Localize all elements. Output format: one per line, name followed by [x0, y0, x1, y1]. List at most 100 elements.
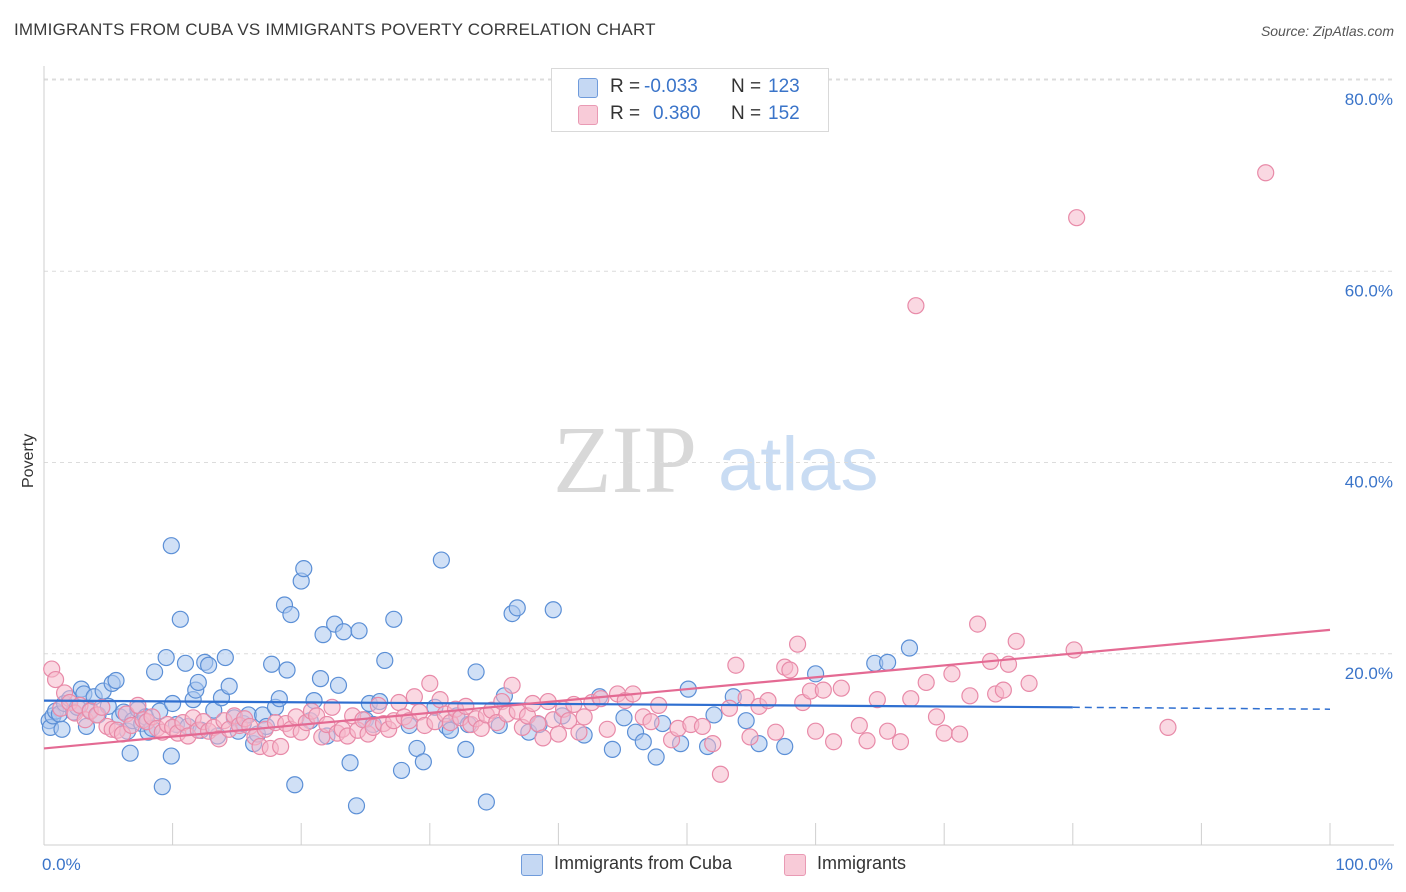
data-point-immigrants	[767, 723, 785, 741]
data-point-immigrants	[994, 681, 1012, 699]
trend-line-cuba	[43, 699, 1073, 709]
data-point-cuba	[263, 655, 281, 673]
data-point-cuba	[171, 610, 189, 628]
data-point-immigrants	[570, 723, 588, 741]
data-point-cuba	[270, 690, 288, 708]
data-point-immigrants	[431, 691, 449, 709]
data-point-cuba	[347, 797, 366, 815]
data-point-immigrants	[943, 665, 961, 683]
data-point-immigrants	[129, 696, 147, 714]
data-point-cuba	[615, 709, 633, 727]
legend-n-label: N =	[731, 103, 762, 124]
x-tick-label: 0.0%	[42, 855, 81, 874]
data-point-cuba	[603, 740, 622, 758]
data-point-immigrants	[711, 765, 730, 783]
data-point-immigrants	[1068, 209, 1086, 227]
legend-r-label: R =	[610, 103, 641, 124]
data-point-cuba	[508, 599, 526, 617]
data-point-immigrants	[1065, 641, 1083, 659]
legend-r-value: 0.380	[653, 103, 701, 124]
data-point-cuba	[153, 778, 171, 796]
data-point-immigrants	[693, 717, 712, 736]
data-point-cuba	[414, 753, 432, 771]
y-tick-label: 20.0%	[1345, 664, 1393, 683]
y-tick-label: 60.0%	[1345, 281, 1393, 300]
data-point-cuba	[879, 653, 897, 671]
bottom-legend-label: Immigrants from Cuba	[554, 853, 733, 873]
data-point-immigrants	[369, 696, 387, 714]
data-point-immigrants	[405, 688, 423, 706]
data-point-immigrants	[902, 690, 920, 708]
trend-line-immigrants	[43, 628, 1331, 750]
legend-n-value: 123	[768, 76, 800, 97]
data-point-cuba	[295, 560, 313, 578]
legend-r-label: R =	[610, 76, 641, 97]
data-point-cuba	[121, 744, 139, 762]
watermark-zip: ZIP	[553, 406, 697, 513]
data-point-immigrants	[272, 737, 290, 756]
data-point-cuba	[164, 694, 182, 713]
data-point-cuba	[216, 648, 234, 667]
watermark-atlas: atlas	[718, 422, 879, 507]
data-point-immigrants	[421, 674, 439, 692]
data-point-cuba	[900, 639, 919, 657]
data-point-cuba	[634, 733, 652, 751]
data-point-immigrants	[781, 661, 799, 679]
data-point-cuba	[335, 623, 353, 641]
data-point-cuba	[341, 754, 359, 772]
data-point-immigrants	[879, 722, 897, 740]
data-point-cuba	[278, 661, 296, 679]
y-axis-label: Poverty	[20, 434, 37, 488]
data-point-immigrants	[927, 708, 946, 726]
data-point-cuba	[53, 720, 71, 738]
data-point-cuba	[350, 622, 368, 640]
data-point-immigrants	[825, 733, 843, 751]
data-point-cuba	[737, 712, 755, 730]
data-point-immigrants	[1007, 632, 1025, 650]
data-point-cuba	[647, 748, 665, 766]
data-point-cuba	[806, 665, 825, 683]
data-point-immigrants	[969, 615, 987, 633]
data-point-immigrants	[850, 716, 868, 735]
axes	[43, 66, 1394, 846]
data-point-cuba	[544, 601, 562, 619]
chart-title: IMMIGRANTS FROM CUBA VS IMMIGRANTS POVER…	[14, 20, 656, 39]
data-point-cuba	[776, 737, 794, 756]
data-point-cuba	[286, 776, 304, 794]
data-point-cuba	[220, 677, 238, 695]
legend-n-label: N =	[731, 76, 762, 97]
data-point-immigrants	[788, 635, 807, 653]
data-point-immigrants	[868, 691, 886, 709]
data-point-immigrants	[704, 735, 722, 753]
data-point-immigrants	[951, 725, 969, 743]
legend-swatch-blue	[578, 78, 598, 98]
data-point-immigrants	[549, 725, 568, 743]
y-tick-label: 40.0%	[1345, 473, 1393, 492]
gridlines	[44, 78, 1394, 655]
legend-n-value: 152	[768, 103, 800, 124]
data-point-immigrants	[93, 698, 111, 716]
data-point-cuba	[376, 651, 394, 670]
data-point-immigrants	[46, 670, 65, 689]
data-point-immigrants	[642, 713, 660, 731]
data-point-immigrants	[598, 720, 616, 738]
series-immigrants	[43, 164, 1275, 783]
data-point-immigrants	[814, 681, 832, 699]
data-point-cuba	[282, 605, 300, 624]
data-point-cuba	[457, 740, 475, 758]
trend-line-cuba-extension	[1072, 706, 1331, 710]
data-point-cuba	[145, 663, 164, 681]
data-point-cuba	[385, 610, 403, 628]
data-point-immigrants	[534, 729, 552, 747]
bottom-legend-swatch-pink	[784, 854, 806, 876]
data-point-immigrants	[935, 724, 953, 742]
data-point-cuba	[311, 670, 330, 688]
y-tick-label: 80.0%	[1345, 90, 1393, 109]
data-point-immigrants	[858, 732, 876, 750]
data-point-immigrants	[727, 656, 745, 674]
data-point-immigrants	[741, 728, 759, 746]
bottom-legend-swatch-blue	[521, 854, 543, 876]
data-point-cuba	[162, 747, 180, 765]
watermark: ZIP atlas	[553, 406, 879, 513]
